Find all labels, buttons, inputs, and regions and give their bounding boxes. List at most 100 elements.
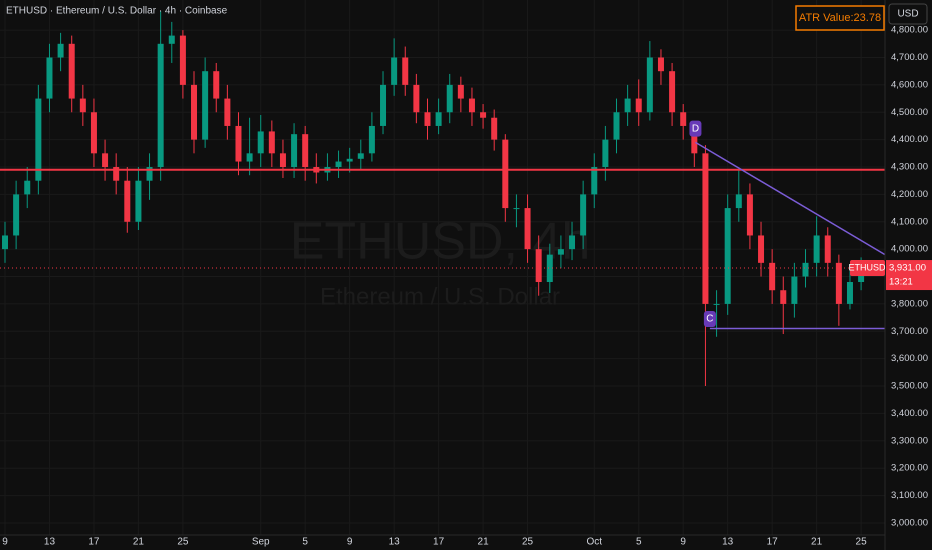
y-tick-label: 3,500.00 [891, 381, 928, 392]
x-tick-label: 25 [177, 537, 189, 548]
candle-body [524, 208, 531, 250]
candle-body [46, 57, 53, 99]
candle-body [391, 57, 398, 85]
candle-body [13, 194, 20, 236]
candle-body [68, 43, 75, 99]
candle-body [257, 131, 264, 154]
candle-body [268, 131, 275, 154]
pattern-point-label: C [706, 314, 713, 325]
candle-body [224, 98, 231, 126]
candle-body [102, 153, 109, 168]
pattern-point-badge [689, 120, 702, 137]
y-tick-label: 3,100.00 [891, 490, 928, 501]
candle-body [246, 153, 253, 162]
x-tick-label: 9 [680, 537, 686, 548]
chart-title: ETHUSD · Ethereum / U.S. Dollar · 4h · C… [6, 6, 228, 17]
x-tick-label: 5 [636, 537, 642, 548]
x-tick-label: 5 [302, 537, 308, 548]
y-tick-label: 4,400.00 [891, 134, 928, 145]
x-tick-label: 17 [433, 537, 445, 548]
candle-body [57, 43, 64, 58]
x-tick-label: 13 [389, 537, 401, 548]
x-tick-label: 13 [44, 537, 56, 548]
y-tick-label: 3,700.00 [891, 326, 928, 337]
candle-body [413, 84, 420, 113]
candle-body [635, 98, 642, 113]
x-tick-label: 25 [856, 537, 868, 548]
candle-body [813, 235, 820, 263]
candle-body [2, 235, 9, 250]
candle-body [580, 194, 587, 236]
candle-body [769, 262, 776, 291]
candle-body [724, 208, 731, 304]
candle-body [835, 262, 842, 304]
candle-body [402, 57, 409, 85]
currency-label[interactable]: USD [897, 9, 918, 20]
y-tick-label: 4,100.00 [891, 216, 928, 227]
candle-body [90, 112, 97, 154]
candle-body [346, 158, 353, 162]
candle-body [446, 84, 453, 113]
candle-body [791, 276, 798, 304]
symbol-label: ETHUSD [848, 262, 886, 272]
x-tick-label: 17 [767, 537, 779, 548]
watermark-sub: Ethereum / U.S. Dollar [320, 283, 560, 310]
y-tick-label: 4,200.00 [891, 189, 928, 200]
currency-button[interactable] [888, 3, 928, 25]
pattern-point-label: D [692, 123, 699, 134]
candle-body [279, 153, 286, 168]
candle-body [535, 249, 542, 283]
candle-body [735, 194, 742, 209]
y-tick-label: 4,500.00 [891, 107, 928, 118]
candle-body [24, 180, 31, 195]
candle-body [424, 112, 431, 126]
candle-body [691, 125, 698, 154]
candle-body [624, 98, 631, 113]
x-tick-label: 21 [133, 537, 145, 548]
symbol-badge [850, 260, 885, 277]
x-tick-label: 9 [347, 537, 353, 548]
candle-body [780, 290, 787, 304]
candle-body [846, 282, 853, 304]
y-tick-label: 3,000.00 [891, 517, 928, 528]
candle-body [746, 194, 753, 236]
candle-body [135, 180, 142, 222]
candle-body [146, 167, 153, 181]
candle-body [646, 57, 653, 113]
pattern-point-badge [703, 310, 716, 327]
candle-body [35, 98, 42, 181]
candle-body [502, 139, 509, 209]
candle-body [613, 112, 620, 140]
candle-body [213, 71, 220, 99]
candle-body [457, 84, 464, 99]
candle-body [513, 208, 520, 210]
y-tick-label: 4,800.00 [891, 25, 928, 36]
candle-body [291, 134, 298, 168]
candle-body [202, 71, 209, 140]
x-tick-label: 25 [522, 537, 534, 548]
x-tick-label: 21 [478, 537, 490, 548]
countdown-label: 13:21 [889, 277, 913, 288]
x-tick-label: 13 [722, 537, 734, 548]
candle-body [491, 117, 498, 140]
candle-body [113, 167, 120, 181]
indicator-label: ATR Value:23.78 [799, 12, 881, 24]
y-tick-label: 3,600.00 [891, 353, 928, 364]
marks: DC [0, 10, 886, 387]
candle-body [713, 303, 720, 305]
axes: 3,000.00 3,100.00 3,200.00 3,300.00 3,400.00… [2, 25, 932, 548]
candle-body [435, 112, 442, 126]
y-tick-label: 3,200.00 [891, 463, 928, 474]
candle-body [179, 35, 186, 85]
y-tick-label: 3,400.00 [891, 408, 928, 419]
candle-body [557, 249, 564, 255]
candle-body [380, 84, 387, 126]
y-tick-label: 3,300.00 [891, 435, 928, 446]
candle-body [546, 254, 553, 283]
last-price-badge [886, 260, 932, 291]
candle-body [168, 35, 175, 44]
y-tick-label: 4,600.00 [891, 79, 928, 90]
candle-body [657, 57, 664, 72]
candle-body [669, 71, 676, 113]
